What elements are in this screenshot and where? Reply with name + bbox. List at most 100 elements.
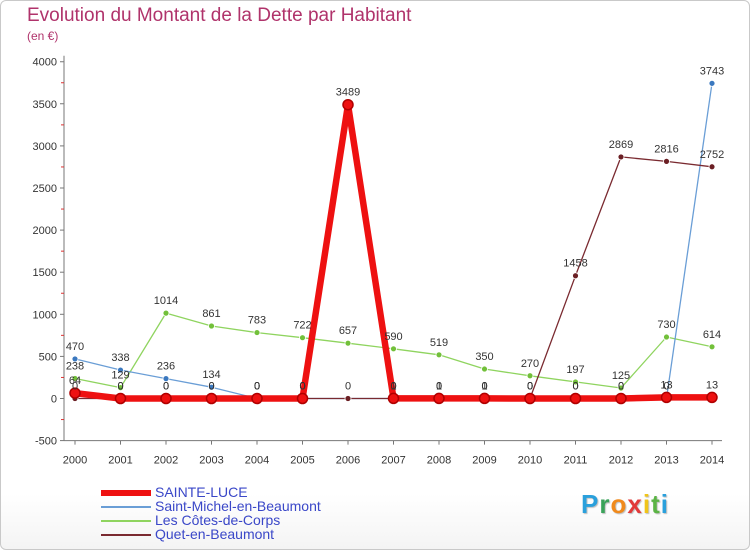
y-tick-label: -500 xyxy=(35,436,57,448)
x-tick-label: 2002 xyxy=(154,455,178,467)
data-point xyxy=(71,375,79,382)
x-tick-label: 2012 xyxy=(609,455,633,467)
data-label: 783 xyxy=(248,315,266,327)
y-tick-label: 4000 xyxy=(33,57,57,69)
data-label: 614 xyxy=(703,329,721,341)
data-point xyxy=(299,334,306,342)
data-point xyxy=(160,392,172,405)
data-point xyxy=(162,309,170,317)
data-label: 3743 xyxy=(700,65,724,77)
logo-letter: x xyxy=(627,489,643,519)
data-label: 236 xyxy=(157,361,175,373)
data-label: 0 xyxy=(618,381,624,393)
x-tick-label: 2008 xyxy=(427,455,451,467)
data-point xyxy=(708,343,716,351)
data-point xyxy=(208,383,215,391)
data-label: 0 xyxy=(527,381,533,393)
data-label: 13 xyxy=(706,379,718,391)
data-point xyxy=(706,391,718,404)
x-tick-label: 2011 xyxy=(564,455,588,467)
x-tick-label: 2013 xyxy=(654,455,678,467)
data-point xyxy=(390,345,397,353)
legend-swatch xyxy=(101,520,151,522)
data-label: 0 xyxy=(72,381,78,393)
data-point xyxy=(117,384,124,392)
data-point xyxy=(708,163,716,171)
data-label: 129 xyxy=(111,370,129,382)
data-label: 0 xyxy=(208,381,214,393)
data-label: 0 xyxy=(299,381,305,393)
data-label: 0 xyxy=(163,381,169,393)
data-point xyxy=(387,392,400,405)
data-label: 0 xyxy=(254,381,260,393)
data-label: 125 xyxy=(612,370,630,382)
data-label: 0 xyxy=(481,381,487,393)
proxiti-logo: Proxiti xyxy=(581,489,669,520)
legend-swatch xyxy=(101,506,151,508)
y-tick-label: 0 xyxy=(51,394,57,406)
x-tick-label: 2014 xyxy=(700,455,724,467)
data-point xyxy=(615,392,627,405)
data-label: 1 xyxy=(390,380,396,392)
chart-title: Evolution du Montant de la Dette par Hab… xyxy=(27,5,412,26)
legend-swatch xyxy=(101,534,151,536)
data-label: 1458 xyxy=(563,258,587,270)
data-label: 861 xyxy=(202,308,220,320)
data-point xyxy=(251,392,263,405)
x-tick-label: 2007 xyxy=(381,455,405,467)
data-point xyxy=(296,392,309,405)
data-label: 13 xyxy=(660,379,672,391)
data-label: 2816 xyxy=(654,143,678,155)
y-tick-label: 2000 xyxy=(33,225,57,237)
data-label: 590 xyxy=(384,331,402,343)
data-point xyxy=(478,392,491,405)
data-point xyxy=(342,98,354,111)
data-point xyxy=(572,272,579,280)
data-label: 0 xyxy=(299,381,305,393)
data-point xyxy=(617,384,625,392)
data-label: 657 xyxy=(339,325,357,337)
data-point xyxy=(663,333,670,341)
data-point xyxy=(660,391,673,404)
data-point xyxy=(481,365,488,373)
data-label: 0 xyxy=(618,381,624,393)
data-label: 0 xyxy=(299,381,305,393)
legend-label: SAINTE-LUCE xyxy=(155,484,248,500)
logo-letter: o xyxy=(610,489,628,519)
data-point xyxy=(205,392,218,405)
y-tick-label: 3500 xyxy=(33,99,57,111)
data-label: 0 xyxy=(572,381,578,393)
data-point xyxy=(117,366,124,374)
x-tick-label: 2003 xyxy=(199,455,223,467)
data-label: 730 xyxy=(657,319,675,331)
data-point xyxy=(708,79,716,87)
data-point xyxy=(71,355,79,363)
data-label: 64 xyxy=(69,375,81,387)
data-label: 338 xyxy=(111,352,129,364)
x-tick-label: 2005 xyxy=(290,455,314,467)
logo-letter: t xyxy=(651,489,661,519)
data-label: 1 xyxy=(481,380,487,392)
data-label: 238 xyxy=(66,360,84,372)
data-point xyxy=(572,378,579,386)
data-label: 0 xyxy=(208,381,214,393)
data-label: 470 xyxy=(66,341,84,353)
data-point xyxy=(344,395,352,402)
data-label: 1014 xyxy=(154,295,178,307)
data-point xyxy=(663,157,670,165)
data-label: 0 xyxy=(527,381,533,393)
data-label: 350 xyxy=(475,351,493,363)
data-point xyxy=(114,392,127,405)
data-label: 3489 xyxy=(336,87,360,99)
data-point xyxy=(208,322,215,330)
data-point xyxy=(524,392,536,405)
data-label: 0 xyxy=(117,381,123,393)
data-point xyxy=(344,339,352,347)
data-label: 0 xyxy=(163,381,169,393)
data-label: 0 xyxy=(436,381,442,393)
data-label: 0 xyxy=(663,381,669,393)
data-label: 0 xyxy=(436,381,442,393)
x-tick-label: 2009 xyxy=(472,455,496,467)
